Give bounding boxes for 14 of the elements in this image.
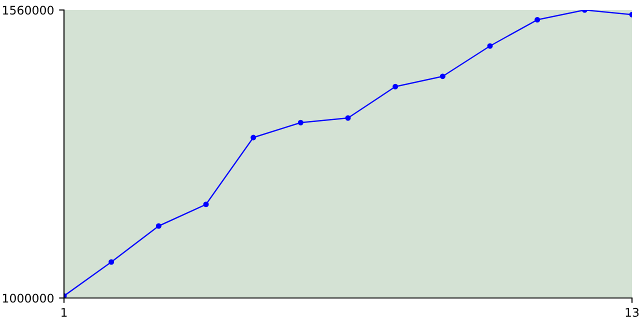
- point: [250, 134, 256, 140]
- point: [108, 259, 114, 265]
- point: [345, 115, 351, 121]
- point: [203, 202, 209, 208]
- x-tick-label: 1: [62, 308, 67, 317]
- x-tick-label: 13: [626, 308, 639, 317]
- y-tick-label: 1560000: [2, 6, 54, 15]
- point: [534, 16, 540, 23]
- y-tick-label: 1000000: [2, 294, 54, 303]
- point: [440, 74, 446, 80]
- point: [487, 43, 493, 49]
- point: [156, 223, 162, 229]
- point: [298, 120, 304, 126]
- point: [392, 84, 398, 90]
